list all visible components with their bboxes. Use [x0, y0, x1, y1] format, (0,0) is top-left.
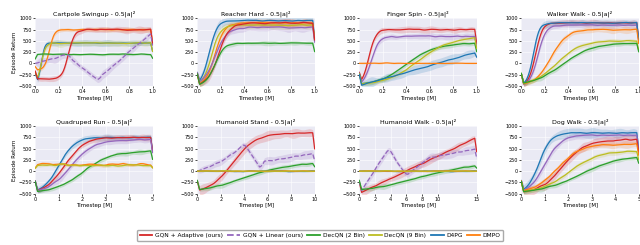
- X-axis label: Timestep [M]: Timestep [M]: [238, 96, 274, 101]
- Y-axis label: Episode Return: Episode Return: [12, 139, 17, 181]
- Title: Reacher Hard - 0.5|a|²: Reacher Hard - 0.5|a|²: [221, 11, 291, 17]
- Legend: GQN + Adaptive (ours), GQN + Linear (ours), DecQN (2 Bin), DecQN (9 Bin), D4PG, : GQN + Adaptive (ours), GQN + Linear (our…: [137, 230, 503, 241]
- Title: Humanoid Walk - 0.5|a|²: Humanoid Walk - 0.5|a|²: [380, 118, 456, 125]
- X-axis label: Timestep [M]: Timestep [M]: [76, 203, 112, 208]
- Title: Quadruped Run - 0.5|a|²: Quadruped Run - 0.5|a|²: [56, 118, 132, 125]
- Y-axis label: Episode Return: Episode Return: [12, 31, 17, 73]
- X-axis label: Timestep [M]: Timestep [M]: [400, 96, 436, 101]
- Title: Dog Walk - 0.5|a|²: Dog Walk - 0.5|a|²: [552, 118, 608, 125]
- X-axis label: Timestep [M]: Timestep [M]: [562, 203, 598, 208]
- X-axis label: Timestep [M]: Timestep [M]: [76, 96, 112, 101]
- X-axis label: Timestep [M]: Timestep [M]: [238, 203, 274, 208]
- X-axis label: Timestep [M]: Timestep [M]: [400, 203, 436, 208]
- X-axis label: Timestep [M]: Timestep [M]: [562, 96, 598, 101]
- Title: Humanoid Stand - 0.5|a|²: Humanoid Stand - 0.5|a|²: [216, 118, 296, 125]
- Title: Walker Walk - 0.5|a|²: Walker Walk - 0.5|a|²: [547, 11, 612, 17]
- Title: Cartpole Swingup - 0.5|a|²: Cartpole Swingup - 0.5|a|²: [52, 11, 135, 17]
- Title: Finger Spin - 0.5|a|²: Finger Spin - 0.5|a|²: [387, 11, 449, 17]
